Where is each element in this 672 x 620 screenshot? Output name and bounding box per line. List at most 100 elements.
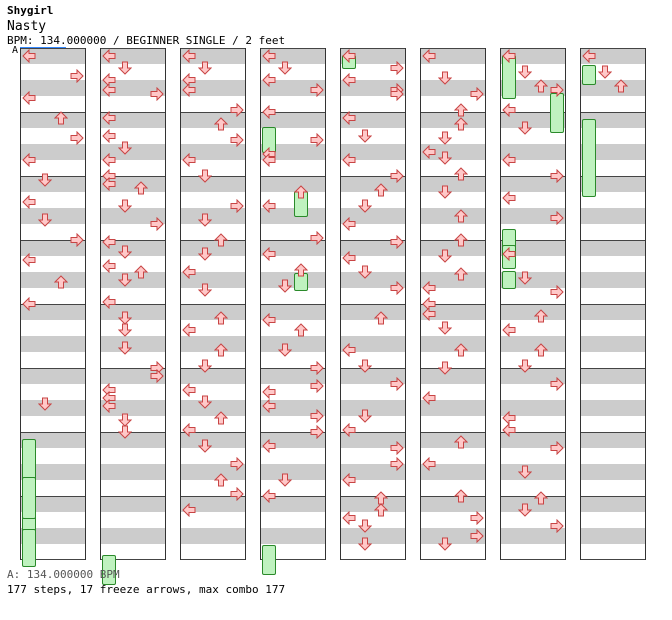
arrow-right-icon [230, 102, 244, 118]
arrow-right-icon [310, 230, 324, 246]
arrow-up-icon [453, 102, 469, 117]
column-frame [580, 48, 646, 560]
beat-band [580, 272, 646, 288]
arrow-left-icon [22, 48, 36, 64]
beat-band [340, 336, 406, 352]
arrow-up-icon [453, 208, 469, 223]
arrow-right-icon [230, 456, 244, 472]
arrow-left-icon [262, 384, 276, 400]
measure-line [20, 176, 86, 177]
arrow-down-icon [517, 270, 533, 285]
beat-band [260, 464, 326, 480]
arrow-down-icon [197, 282, 213, 297]
arrow-up-icon [213, 472, 229, 487]
arrow-down-icon [37, 212, 53, 227]
beat-band [340, 144, 406, 160]
arrow-down-icon [37, 172, 53, 187]
beat-band [100, 208, 166, 224]
arrow-right-icon [390, 168, 404, 184]
beat-band [260, 336, 326, 352]
bpm-change-line [20, 47, 66, 48]
arrow-left-icon [182, 422, 196, 438]
measure-line [340, 368, 406, 369]
arrow-left-icon [182, 48, 196, 64]
measure-line [580, 432, 646, 433]
beat-band [340, 240, 406, 256]
beat-band [580, 336, 646, 352]
arrow-right-icon [390, 376, 404, 392]
measure-line [500, 432, 566, 433]
column-frame [500, 48, 566, 560]
measure-line [260, 176, 326, 177]
arrow-left-icon [182, 502, 196, 518]
arrow-left-icon [342, 250, 356, 266]
arrow-down-icon [117, 412, 133, 427]
measure-line [180, 368, 246, 369]
beat-band [340, 496, 406, 512]
arrow-right-icon [390, 280, 404, 296]
arrow-left-icon [102, 294, 116, 310]
beat-band [500, 400, 566, 416]
arrow-up-icon [213, 310, 229, 325]
beat-band [180, 368, 246, 384]
arrow-left-icon [422, 144, 436, 160]
arrow-left-icon [262, 438, 276, 454]
arrow-up-icon [213, 116, 229, 131]
beat-band [340, 208, 406, 224]
measure-line [580, 240, 646, 241]
arrow-up-icon [453, 266, 469, 281]
measure-line [340, 304, 406, 305]
beat-band [20, 208, 86, 224]
measure-line [260, 112, 326, 113]
arrow-left-icon [502, 102, 516, 118]
beat-band [420, 48, 486, 64]
arrow-down-icon [517, 464, 533, 479]
arrow-left-icon [262, 488, 276, 504]
arrow-down-icon [197, 394, 213, 409]
beat-band [420, 496, 486, 512]
beat-band [340, 464, 406, 480]
beat-band [580, 208, 646, 224]
measure-line [420, 368, 486, 369]
arrow-down-icon [277, 472, 293, 487]
beat-band [340, 272, 406, 288]
arrow-up-icon [293, 184, 309, 199]
beat-band [580, 144, 646, 160]
measure-line [500, 368, 566, 369]
arrow-left-icon [502, 422, 516, 438]
measure-line [260, 304, 326, 305]
beat-band [20, 336, 86, 352]
arrow-left-icon [182, 382, 196, 398]
footer-stats: 177 steps, 17 freeze arrows, max combo 1… [7, 583, 286, 596]
beat-band [500, 208, 566, 224]
beat-band [580, 48, 646, 64]
arrow-left-icon [22, 194, 36, 210]
measure-line [580, 368, 646, 369]
arrow-up-icon [53, 274, 69, 289]
beat-band [340, 368, 406, 384]
beat-band [20, 144, 86, 160]
beat-band [20, 304, 86, 320]
measure-line [180, 559, 246, 560]
arrow-left-icon [502, 246, 516, 262]
arrow-right-icon [70, 232, 84, 248]
arrow-right-icon [550, 210, 564, 226]
chart-meta: BPM: 134.000000 / BEGINNER SINGLE / 2 fe… [7, 34, 286, 47]
arrow-left-icon [422, 280, 436, 296]
arrow-right-icon [310, 360, 324, 376]
measure-line [180, 176, 246, 177]
arrow-down-icon [437, 360, 453, 375]
beat-band [180, 432, 246, 448]
measure-line [580, 559, 646, 560]
measure-line [260, 240, 326, 241]
arrow-down-icon [517, 502, 533, 517]
beat-band [500, 336, 566, 352]
beat-band [580, 400, 646, 416]
beat-band [420, 432, 486, 448]
beat-band [420, 112, 486, 128]
arrow-down-icon [197, 212, 213, 227]
measure-line [420, 48, 486, 49]
beat-band [420, 368, 486, 384]
measure-line [20, 48, 86, 49]
beat-band [100, 528, 166, 544]
